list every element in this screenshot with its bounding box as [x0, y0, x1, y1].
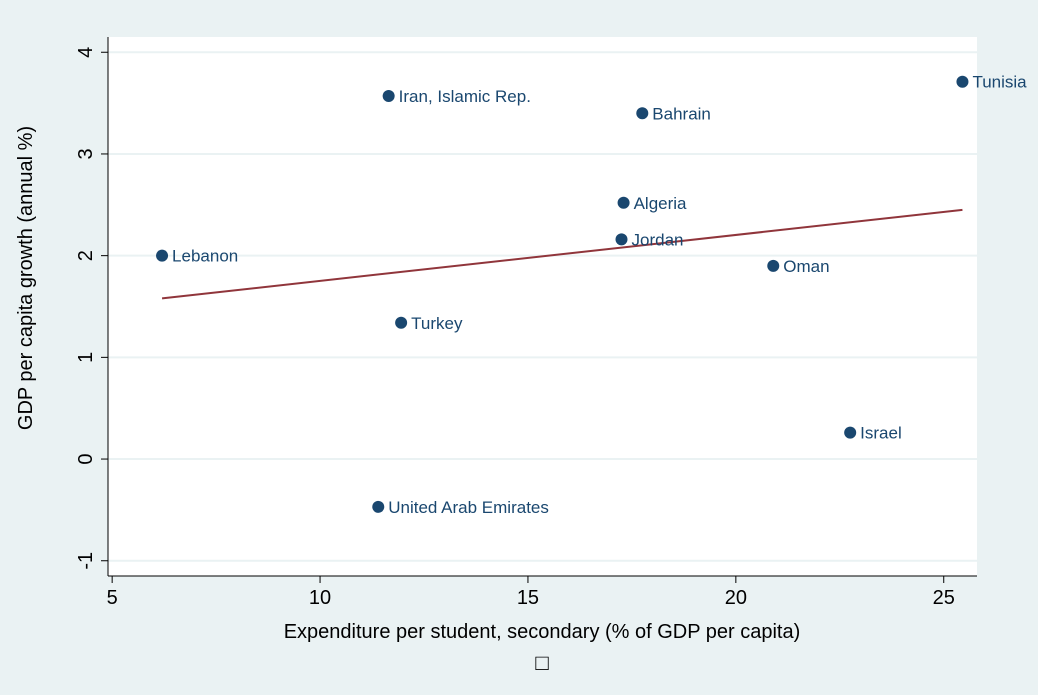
y-tick-label: 1 [75, 352, 97, 363]
x-tick-label: 20 [725, 587, 747, 609]
data-point [617, 196, 630, 209]
data-point [956, 75, 969, 88]
point-label: Oman [783, 257, 829, 276]
point-label: Bahrain [652, 104, 711, 123]
x-tick-label: 15 [517, 587, 539, 609]
x-tick-label: 25 [933, 587, 955, 609]
y-tick-label: 3 [75, 148, 97, 159]
x-axis-title: Expenditure per student, secondary (% of… [284, 621, 801, 643]
x-tick-label: 5 [107, 587, 118, 609]
data-point [615, 233, 628, 246]
fit-line [161, 208, 963, 300]
plot-area [108, 37, 977, 576]
point-label: Israel [860, 424, 902, 443]
y-tick-label: 0 [75, 453, 97, 464]
legend-box: □ [535, 650, 548, 675]
point-label: United Arab Emirates [388, 498, 549, 517]
data-point [156, 249, 169, 262]
axis-ticks: -1 0 1 2 3 4 5 10 15 20 25 [75, 47, 955, 609]
point-label: Jordan [632, 230, 684, 249]
data-point [636, 107, 649, 120]
x-tick-label: 10 [309, 587, 331, 609]
data-point [844, 426, 857, 439]
data-point [382, 89, 395, 102]
point-label: Tunisia [972, 73, 1027, 92]
y-tick-label: 2 [75, 250, 97, 261]
data-point [395, 316, 408, 329]
point-label: Algeria [634, 194, 687, 213]
point-label: Lebanon [172, 247, 238, 266]
fit-line-group [161, 208, 963, 300]
point-label: Iran, Islamic Rep. [399, 87, 531, 106]
data-point [767, 259, 780, 272]
y-tick-label: -1 [75, 552, 97, 570]
y-tick-label: 4 [75, 47, 97, 58]
y-axis-title: GDP per capita growth (annual %) [15, 126, 37, 430]
data-points: Tunisia Iran, Islamic Rep. Bahrain Algeria J… [156, 73, 1027, 517]
point-label: Turkey [411, 314, 463, 333]
data-point [372, 500, 385, 513]
